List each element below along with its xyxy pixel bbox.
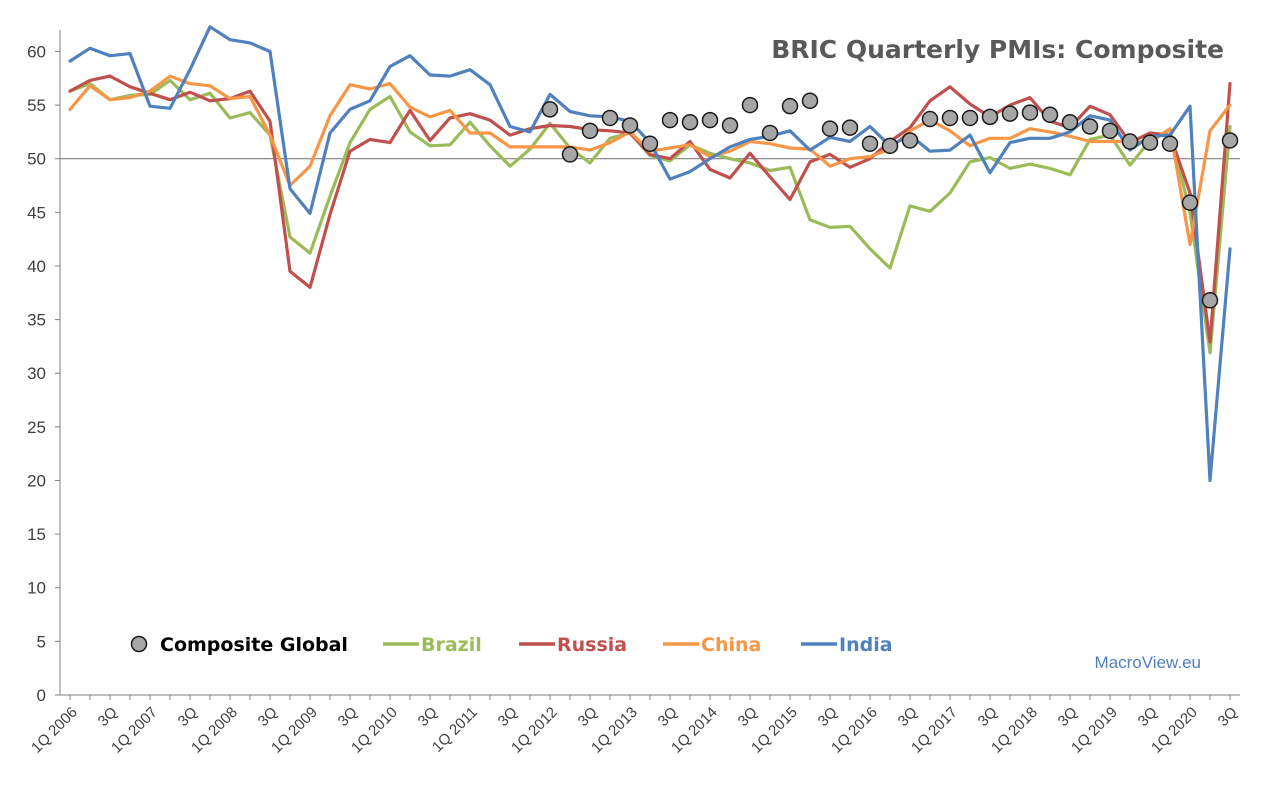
composite-global-point (1161, 135, 1179, 152)
y-tick-label: 30 (27, 364, 46, 383)
y-tick-label: 10 (27, 579, 46, 598)
composite-global-point (781, 97, 799, 115)
legend-label-brazil: Brazil (421, 634, 482, 656)
composite-global-point (1021, 104, 1039, 121)
composite-global-point (1081, 118, 1099, 135)
composite-global-point (621, 117, 639, 134)
composite-global-point (1061, 113, 1079, 131)
legend-marker-composite-global (130, 635, 148, 653)
legend-label-india: India (839, 634, 893, 656)
chart-title: BRIC Quarterly PMIs: Composite (771, 35, 1224, 64)
y-tick-label: 0 (37, 686, 46, 705)
source-credit: MacroView.eu (1095, 653, 1201, 672)
y-tick-label: 20 (27, 471, 46, 490)
composite-global-point (601, 109, 619, 127)
composite-global-point (1001, 105, 1019, 122)
y-tick-label: 50 (27, 150, 46, 169)
composite-points (541, 92, 1239, 309)
series-line-russia (68, 74, 1232, 344)
composite-global-point (1221, 132, 1239, 149)
composite-global-point (561, 146, 579, 163)
y-axis: 0 5 10 15 20 25 30 35 40 45 50 55 60 (27, 30, 61, 705)
composite-global-point (881, 137, 899, 155)
composite-global-point (1041, 106, 1059, 123)
composite-global-point (1101, 122, 1119, 140)
y-tick-label: 5 (37, 632, 46, 651)
composite-global-point (801, 92, 819, 110)
y-tick-label: 35 (27, 311, 46, 330)
composite-global-point (661, 111, 679, 129)
legend: Composite Global Brazil Russia China India (130, 634, 893, 656)
composite-global-point (741, 96, 759, 114)
y-tick-label: 55 (27, 96, 46, 115)
composite-global-point (921, 110, 939, 128)
composite-global-point (821, 120, 839, 137)
composite-global-point (1141, 134, 1159, 151)
composite-global-point (1121, 133, 1139, 150)
composite-global-point (541, 101, 559, 118)
composite-global-point (961, 109, 979, 127)
composite-global-point (641, 135, 659, 152)
composite-global-point (721, 117, 739, 134)
composite-global-point (1181, 194, 1199, 211)
composite-global-point (581, 122, 599, 140)
composite-global-point (861, 135, 879, 152)
y-tick-label: 25 (27, 418, 46, 437)
y-tick-label: 40 (27, 257, 46, 276)
legend-label-composite-global: Composite Global (160, 634, 348, 656)
composite-global-point (681, 113, 699, 131)
y-tick-label: 45 (27, 203, 46, 222)
composite-global-point (941, 109, 959, 127)
legend-label-russia: Russia (557, 634, 627, 656)
composite-global-point (761, 124, 779, 142)
composite-global-point (841, 119, 859, 136)
legend-label-china: China (701, 634, 761, 656)
y-tick-label: 60 (27, 42, 46, 61)
composite-global-point (981, 108, 999, 126)
composite-global-point (701, 111, 719, 129)
composite-global-point (1201, 292, 1219, 309)
y-tick-label: 15 (27, 525, 46, 544)
composite-global-point (901, 132, 919, 149)
